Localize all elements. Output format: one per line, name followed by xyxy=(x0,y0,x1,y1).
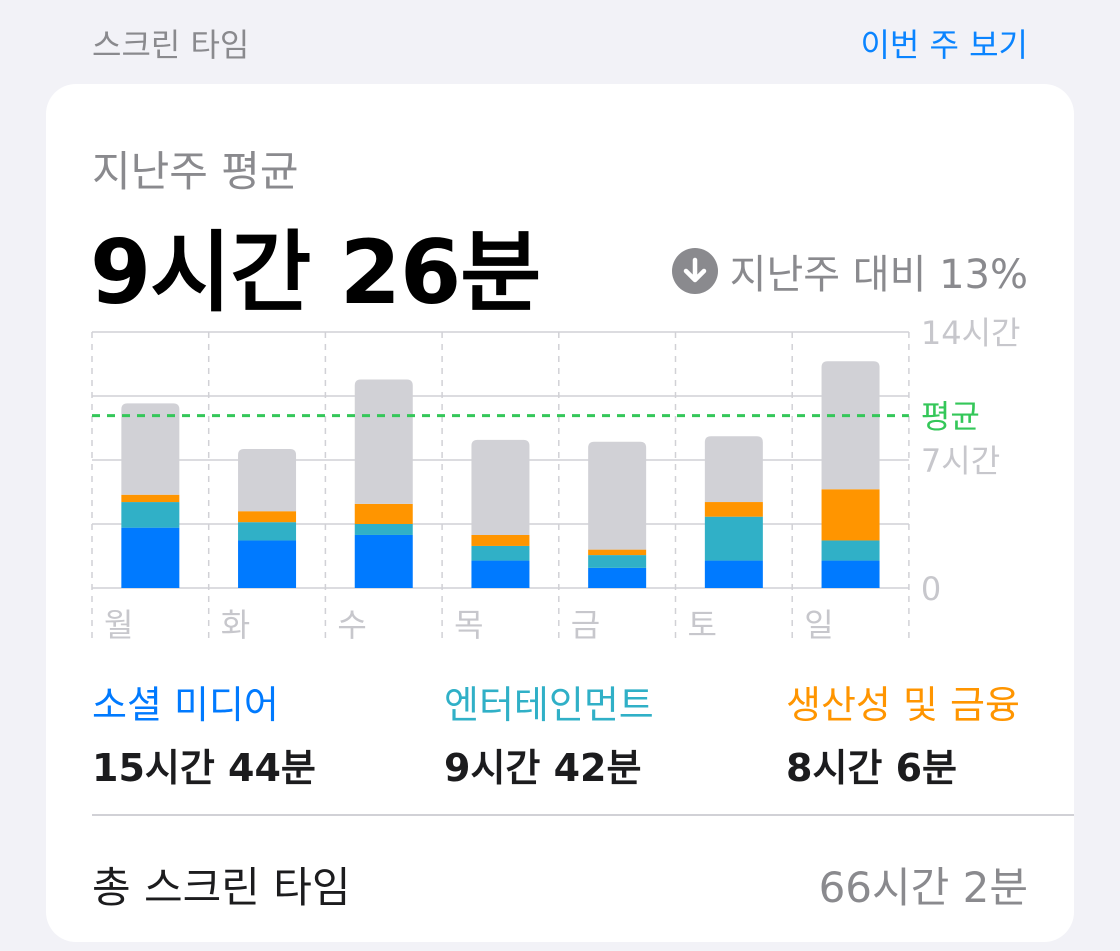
bar-segment xyxy=(354,379,413,504)
bar-segment xyxy=(588,549,647,556)
bar-segment xyxy=(704,502,763,517)
daily-usage-chart: 14시간 7시간 0 평균월 화 수 목 금 토 일 xyxy=(91,314,1021,644)
bar-segment xyxy=(471,439,530,535)
day-label: 토 xyxy=(688,606,717,644)
bar-segment xyxy=(471,545,530,561)
bar-segment xyxy=(821,540,880,561)
y-tick-label: 14시간 xyxy=(921,314,1021,352)
day-label: 월 xyxy=(104,606,133,644)
bar-segment xyxy=(121,494,180,503)
day-label: 수 xyxy=(337,606,366,644)
average-label: 평균 xyxy=(921,398,980,436)
bar-segment xyxy=(354,524,413,535)
category-item[interactable]: 소셜 미디어 15시간 44분 xyxy=(92,674,316,792)
category-item[interactable]: 생산성 및 금융 8시간 6분 xyxy=(786,674,1020,792)
bar-segment xyxy=(354,534,413,588)
bar-segment xyxy=(704,560,763,588)
category-item[interactable]: 엔터테인먼트 9시간 42분 xyxy=(444,674,654,792)
day-label: 일 xyxy=(804,606,833,644)
view-this-week-link[interactable]: 이번 주 보기 xyxy=(860,26,1028,64)
chart-labels: 14시간 7시간 0 평균월 화 수 목 금 토 일 xyxy=(104,314,1021,644)
bar-segment xyxy=(121,502,180,528)
weekly-average-label: 지난주 평균 xyxy=(92,147,299,196)
bar-segment xyxy=(354,503,413,524)
bar-segment xyxy=(471,534,530,546)
day-label: 화 xyxy=(221,606,250,644)
y-tick-label: 0 xyxy=(921,570,941,608)
y-tick-label: 7시간 xyxy=(921,442,1000,480)
chart-bars xyxy=(121,361,880,588)
section-title: 스크린 타임 xyxy=(92,26,250,64)
weekly-change: 지난주 대비 13% xyxy=(671,242,1028,300)
bar-segment xyxy=(588,441,647,550)
bar-segment xyxy=(471,560,530,588)
bar-segment xyxy=(821,560,880,588)
category-time: 15시간 44분 xyxy=(92,746,316,790)
bar-segment xyxy=(238,522,297,541)
total-screen-time-label: 총 스크린 타임 xyxy=(92,863,351,912)
bar-segment xyxy=(238,511,297,523)
weekly-average-value: 9시간 26분 xyxy=(90,221,541,324)
weekly-change-text: 지난주 대비 13% xyxy=(729,252,1028,298)
day-label: 목 xyxy=(454,606,483,644)
bar-segment xyxy=(588,567,647,588)
bar-segment xyxy=(704,436,763,503)
category-name: 엔터테인먼트 xyxy=(444,683,654,727)
category-name: 소셜 미디어 xyxy=(92,683,279,727)
divider xyxy=(92,814,1074,816)
category-time: 9시간 42분 xyxy=(444,746,642,790)
category-name: 생산성 및 금융 xyxy=(786,683,1020,727)
bar-segment xyxy=(238,540,297,588)
bar-segment xyxy=(121,403,180,495)
bar-segment xyxy=(821,489,880,541)
total-screen-time-value: 66시간 2분 xyxy=(818,863,1028,912)
bar-segment xyxy=(121,527,180,588)
category-time: 8시간 6분 xyxy=(786,746,957,790)
bar-segment xyxy=(588,555,647,568)
bar-segment xyxy=(821,361,880,490)
bar-segment xyxy=(238,449,297,512)
day-label: 금 xyxy=(571,606,600,644)
arrow-down-circle-icon xyxy=(671,248,718,294)
bar-segment xyxy=(704,516,763,561)
